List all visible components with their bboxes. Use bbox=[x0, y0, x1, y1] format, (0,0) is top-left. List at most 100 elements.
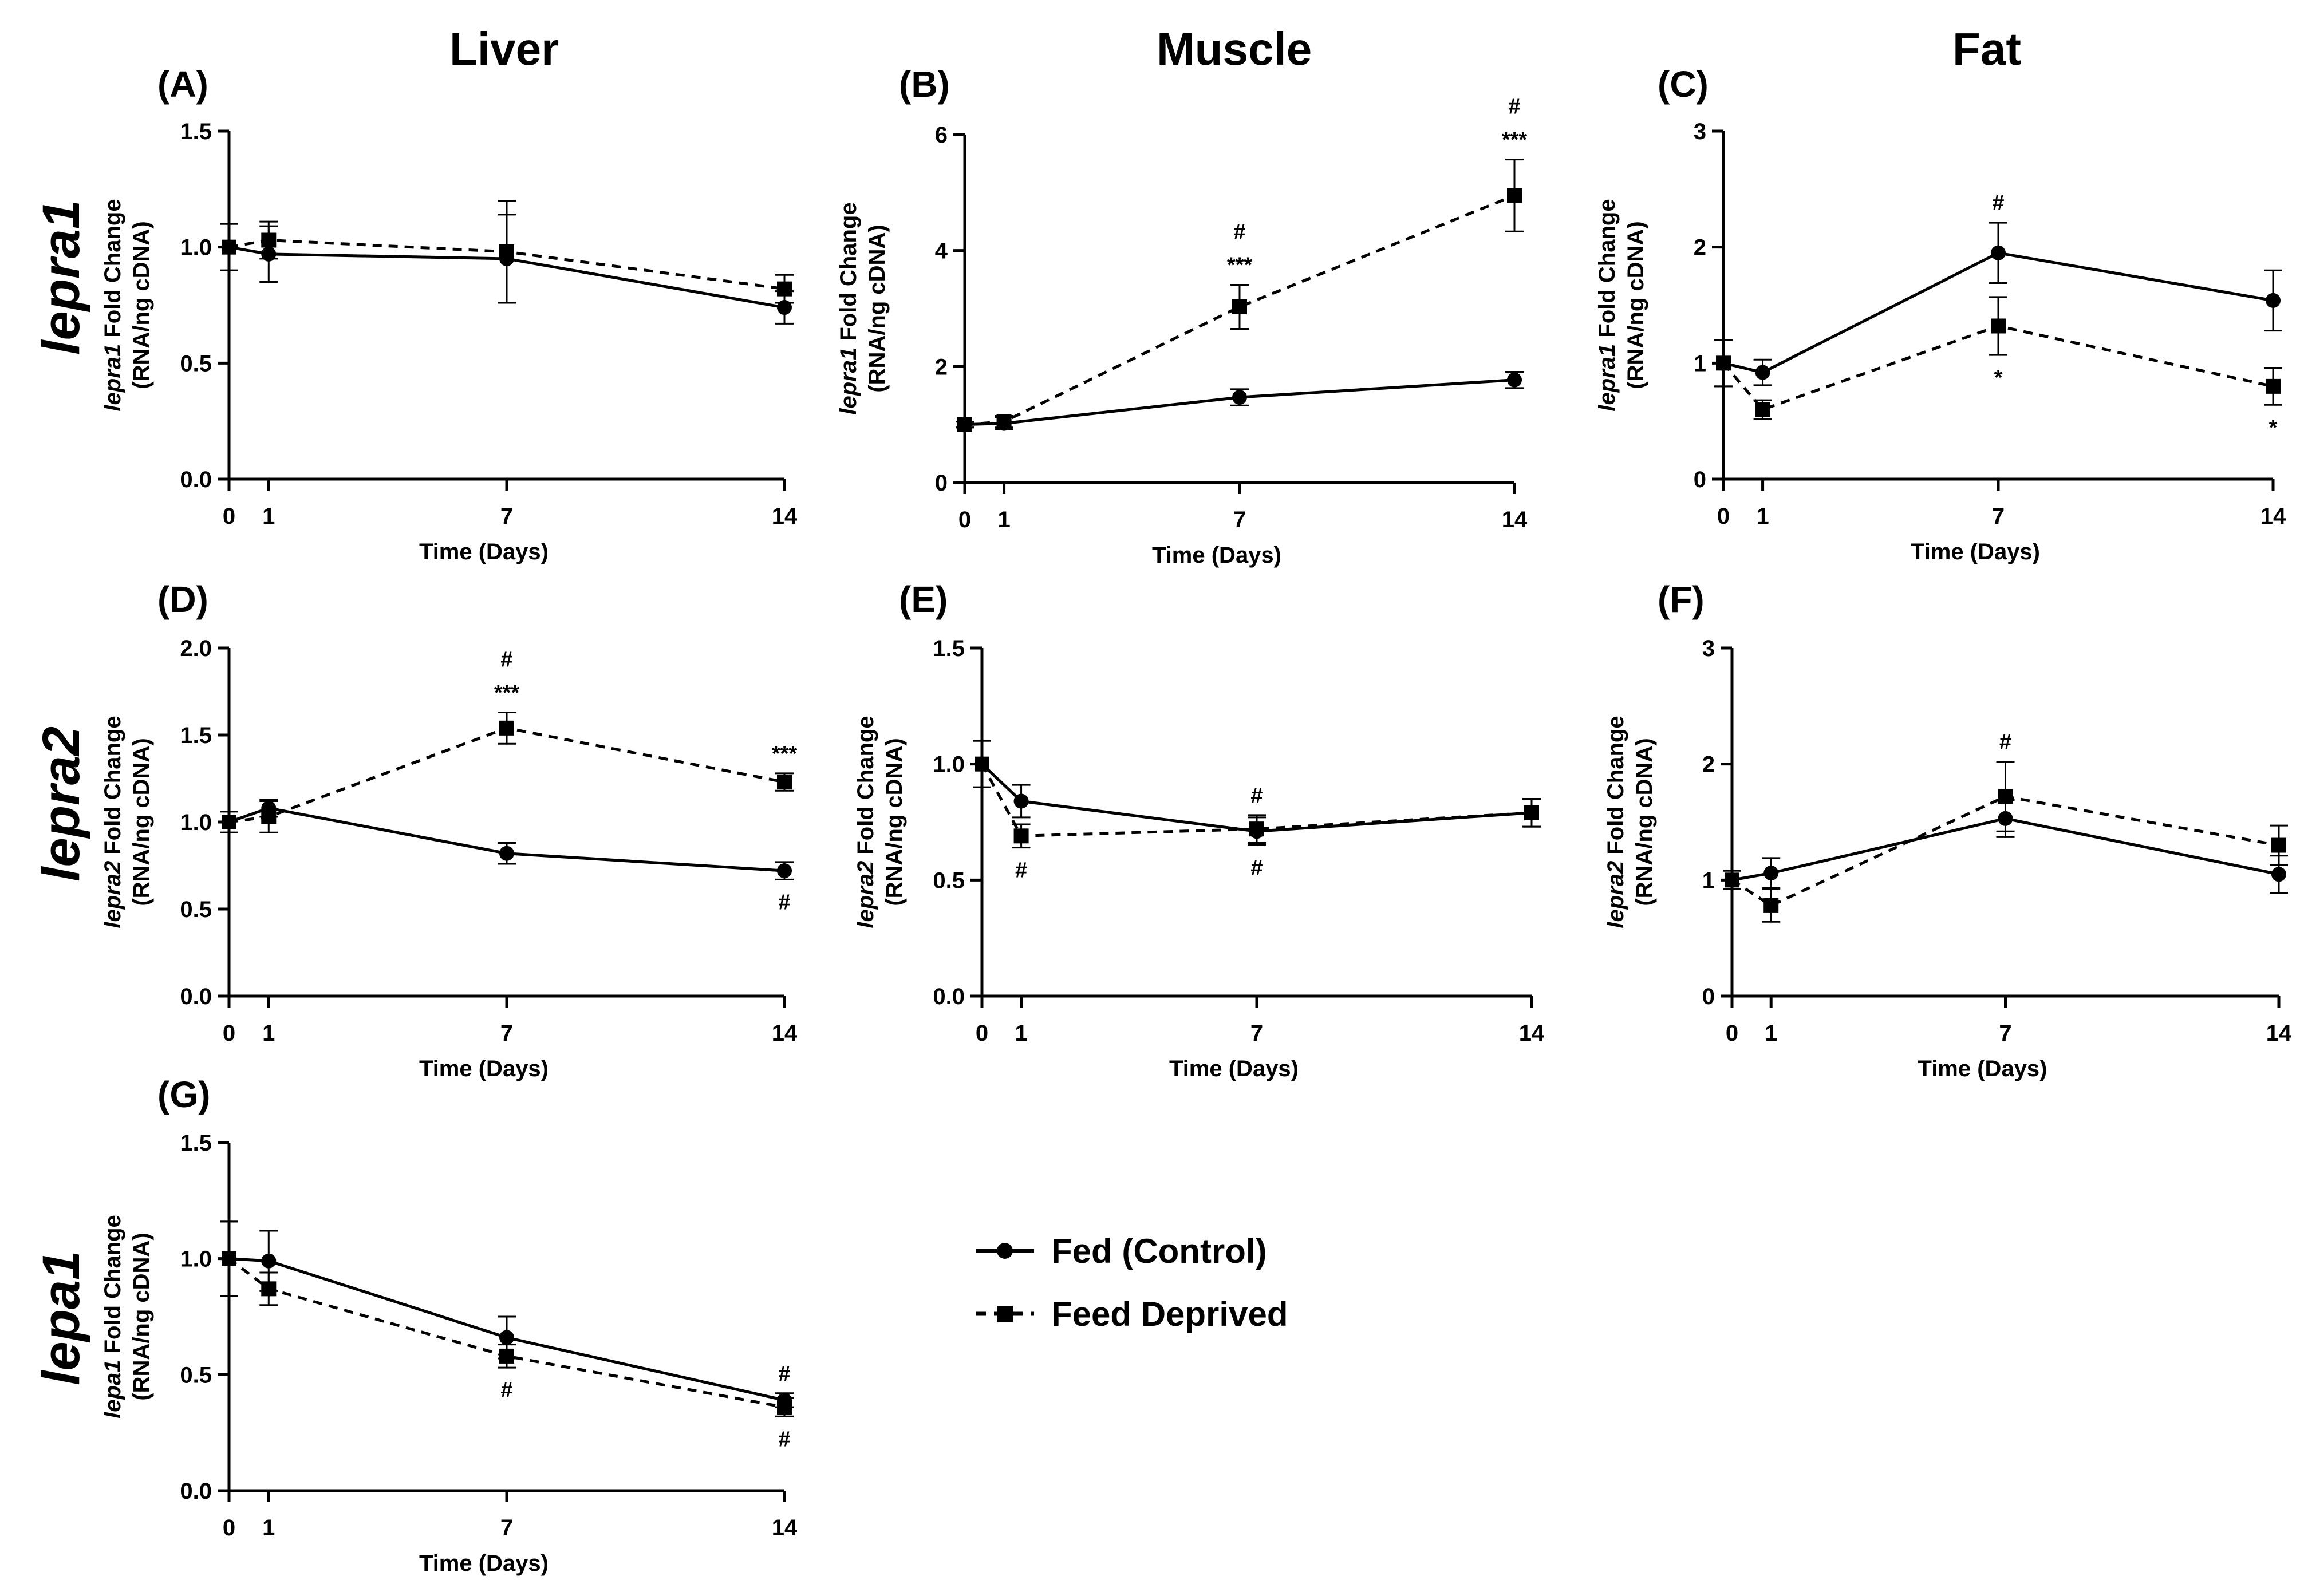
y-tick-label: 0 bbox=[935, 471, 948, 496]
y-axis-title: lepra2 Fold Change bbox=[100, 716, 125, 928]
column-header-fat: Fat bbox=[1952, 23, 2021, 74]
y-axis-subtitle: (RNA/ng cDNA) bbox=[865, 224, 890, 392]
panel-label-c: (C) bbox=[1658, 64, 1709, 105]
x-tick-label: 1 bbox=[1015, 1021, 1027, 1046]
y-axis-title-rest: Fold Change bbox=[100, 199, 125, 343]
data-point-feed-deprived bbox=[777, 775, 792, 790]
data-point-feed-deprived bbox=[261, 809, 277, 824]
y-tick-label: 1.5 bbox=[933, 636, 965, 661]
y-axis-subtitle: (RNA/ng cDNA) bbox=[882, 738, 907, 906]
legend-fd-symbol bbox=[976, 1306, 1034, 1322]
y-tick-label: 0.5 bbox=[933, 868, 965, 893]
data-point-feed-deprived bbox=[1013, 828, 1029, 844]
panel-label-f: (F) bbox=[1658, 579, 1705, 620]
x-axis-title: Time (Days) bbox=[419, 1551, 549, 1576]
significance-mark: # bbox=[1015, 859, 1027, 883]
y-tick-label: 0 bbox=[1694, 467, 1706, 492]
panel-label-b: (B) bbox=[899, 64, 950, 105]
series-line-feed-deprived bbox=[228, 1257, 785, 1409]
series-line-feed-deprived bbox=[228, 726, 785, 824]
significance-mark: # bbox=[778, 1362, 790, 1386]
y-axis-title: lepa1 Fold Change bbox=[100, 1215, 125, 1419]
significance-mark: # bbox=[1250, 784, 1263, 808]
y-axis-gene: lepa1 bbox=[100, 1360, 125, 1419]
data-point-feed-deprived bbox=[2266, 378, 2281, 394]
data-point-feed-deprived bbox=[222, 815, 236, 829]
legend-fed-symbol bbox=[976, 1243, 1034, 1259]
y-axis-title: lepra1 Fold Change bbox=[100, 199, 125, 411]
y-axis-gene: lepra2 bbox=[853, 861, 878, 929]
panel-label-e: (E) bbox=[899, 579, 948, 620]
data-point-feed-deprived bbox=[222, 239, 236, 255]
data-point-fed bbox=[2266, 293, 2281, 308]
legend: Fed (Control) Feed Deprived bbox=[973, 1219, 1288, 1345]
y-axis-title: lepra2 Fold Change bbox=[853, 716, 878, 928]
data-point-fed bbox=[2271, 867, 2286, 882]
y-tick-label: 0.5 bbox=[180, 897, 212, 922]
x-tick-label: 1 bbox=[1756, 504, 1769, 529]
data-point-fed bbox=[1991, 245, 2006, 260]
data-point-fed bbox=[499, 1330, 514, 1345]
y-tick-label: 4 bbox=[935, 239, 948, 264]
panel-label-a: (A) bbox=[157, 64, 208, 105]
data-point-feed-deprived bbox=[1725, 872, 1739, 888]
significance-mark: # bbox=[778, 1427, 790, 1451]
legend-item-feed-deprived: Feed Deprived bbox=[973, 1282, 1288, 1345]
significance-mark: # bbox=[1999, 730, 2011, 754]
x-tick-label: 0 bbox=[223, 1021, 235, 1046]
data-point-feed-deprived bbox=[1755, 402, 1770, 417]
y-axis-title: lepra2 Fold Change bbox=[1603, 716, 1628, 928]
data-point-feed-deprived bbox=[777, 1400, 792, 1415]
data-point-fed bbox=[1507, 372, 1522, 388]
data-point-fed bbox=[1232, 390, 1247, 405]
series-line-feed-deprived bbox=[980, 763, 1532, 837]
x-axis-title: Time (Days) bbox=[419, 539, 549, 564]
x-tick-label: 7 bbox=[500, 1515, 513, 1540]
y-tick-label: 2.0 bbox=[180, 636, 212, 661]
y-tick-label: 0.5 bbox=[180, 351, 212, 376]
y-axis-subtitle: (RNA/ng cDNA) bbox=[129, 1232, 154, 1400]
series-line-feed-deprived bbox=[1722, 324, 2274, 412]
data-point-feed-deprived bbox=[1232, 299, 1247, 314]
series-line-fed bbox=[228, 1257, 785, 1402]
data-point-fed bbox=[1763, 866, 1779, 881]
y-tick-label: 3 bbox=[1702, 636, 1715, 661]
y-tick-label: 1 bbox=[1702, 868, 1715, 893]
y-axis-gene: lepra1 bbox=[836, 347, 861, 415]
y-axis-title-rest: Fold Change bbox=[1603, 716, 1628, 860]
data-point-feed-deprived bbox=[957, 417, 972, 432]
x-tick-label: 7 bbox=[1250, 1021, 1263, 1046]
x-tick-label: 1 bbox=[262, 1021, 275, 1046]
significance-mark: # bbox=[778, 890, 790, 914]
data-point-feed-deprived bbox=[499, 244, 514, 259]
x-tick-label: 7 bbox=[500, 504, 513, 529]
data-point-fed bbox=[1755, 365, 1770, 380]
y-axis-title-rest: Fold Change bbox=[836, 202, 861, 347]
y-tick-label: 0.0 bbox=[180, 984, 212, 1009]
data-point-feed-deprived bbox=[222, 1251, 236, 1266]
y-axis-subtitle: (RNA/ng cDNA) bbox=[129, 738, 154, 906]
significance-mark: # bbox=[500, 647, 512, 671]
panel-label-d: (D) bbox=[157, 579, 208, 620]
significance-mark: # bbox=[1233, 220, 1245, 244]
y-tick-label: 1.5 bbox=[180, 723, 212, 748]
y-axis-gene: lepra1 bbox=[1595, 344, 1620, 412]
legend-item-fed: Fed (Control) bbox=[973, 1219, 1288, 1282]
y-axis-title-rest: Fold Change bbox=[100, 716, 125, 860]
y-tick-label: 1.0 bbox=[933, 752, 965, 777]
data-point-fed bbox=[499, 846, 514, 861]
series-line-feed-deprived bbox=[228, 238, 785, 291]
y-axis-subtitle: (RNA/ng cDNA) bbox=[1632, 738, 1657, 906]
x-tick-label: 14 bbox=[772, 1021, 798, 1046]
data-point-feed-deprived bbox=[777, 281, 792, 297]
x-tick-label: 14 bbox=[2266, 1021, 2292, 1046]
y-axis-title: lepra1 Fold Change bbox=[1595, 199, 1620, 411]
y-axis-gene: lepra2 bbox=[100, 861, 125, 929]
data-point-feed-deprived bbox=[499, 1348, 514, 1364]
data-point-feed-deprived bbox=[1998, 789, 2013, 804]
data-point-feed-deprived bbox=[1991, 318, 2006, 334]
y-tick-label: 6 bbox=[935, 123, 948, 148]
